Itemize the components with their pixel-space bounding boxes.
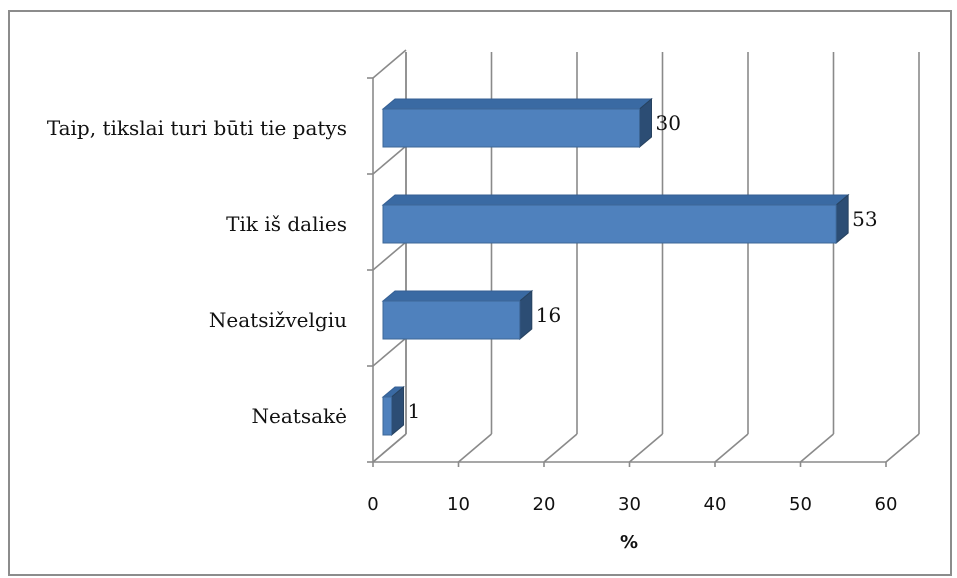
data-label: 1 xyxy=(408,399,421,423)
category-label: Tik iš dalies xyxy=(226,212,347,236)
bar-top xyxy=(381,290,534,302)
floor-line xyxy=(714,433,749,463)
wall-line xyxy=(372,145,407,175)
bar-top xyxy=(381,98,653,110)
wall-line xyxy=(372,337,407,367)
floor-line xyxy=(457,433,493,463)
wall-line xyxy=(372,241,407,271)
bar xyxy=(382,204,837,244)
bar-top xyxy=(381,194,850,206)
x-tick-label: 40 xyxy=(704,494,727,515)
wall-line xyxy=(372,49,407,79)
bar xyxy=(382,108,640,148)
bar xyxy=(382,396,393,436)
x-tick-label: 10 xyxy=(447,494,470,515)
bar xyxy=(382,300,521,340)
category-label: Taip, tikslai turi būti tie patys xyxy=(47,116,347,140)
floor-line xyxy=(799,433,835,463)
data-label: 16 xyxy=(536,303,561,327)
wall-line xyxy=(372,433,407,463)
x-tick-label: 50 xyxy=(789,494,812,515)
floor-line xyxy=(885,433,920,463)
data-label: 53 xyxy=(852,207,877,231)
floor-line xyxy=(628,433,664,463)
floor-line xyxy=(543,433,578,463)
labels: 0 10 20 30 40 50 60 30 Taip, tikslai turi būti t… xyxy=(47,111,898,515)
x-tick-label: 20 xyxy=(533,494,556,515)
category-label: Neatsakė xyxy=(252,404,347,428)
x-tick-label: 60 xyxy=(875,494,898,515)
data-label: 30 xyxy=(656,111,681,135)
x-axis-title: % xyxy=(620,532,638,553)
bars xyxy=(381,97,850,437)
category-label: Neatsižvelgiu xyxy=(209,308,347,332)
x-tick-label: 30 xyxy=(618,494,641,515)
x-tick-label: 0 xyxy=(367,494,378,515)
